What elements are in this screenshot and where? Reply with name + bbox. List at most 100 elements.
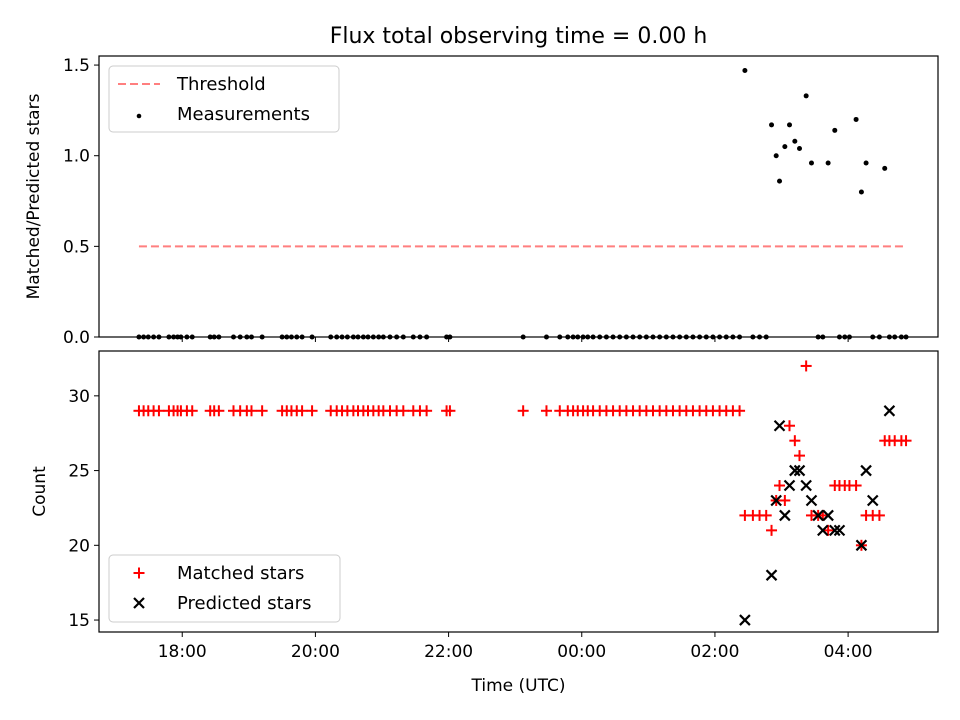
count-legend-box — [108, 554, 341, 623]
measurement-point — [853, 116, 859, 122]
matched-star-point — [760, 509, 772, 521]
predicted-star-point — [812, 509, 824, 522]
measurement-point — [803, 93, 809, 99]
legend-predicted-marker — [133, 597, 145, 609]
matched-star-point — [256, 405, 268, 417]
predicted-star-point — [883, 405, 896, 417]
x-tick-label: 20:00 — [291, 642, 340, 662]
matched-star-point — [734, 405, 746, 417]
legend-measurements-swatch — [136, 113, 142, 119]
matched-star-point — [306, 405, 318, 417]
x-tick-label: 02:00 — [690, 642, 739, 662]
predicted-star-point — [817, 524, 829, 537]
count-x-ticks: 18:00 20:00 22:00 00:00 02:00 04:00 — [158, 632, 873, 662]
measurement-point — [808, 160, 814, 166]
measurement-point — [777, 178, 783, 184]
matched-star-point — [296, 405, 308, 417]
matched-star-point — [873, 509, 885, 521]
matched-star-point — [850, 480, 862, 492]
predicted-star-point — [783, 479, 796, 492]
ratio-x-ticks — [181, 337, 849, 342]
x-tick-label: 04:00 — [824, 642, 873, 662]
measurement-point — [858, 189, 864, 195]
matched-star-point — [784, 420, 796, 432]
legend-matched-label: Matched stars — [177, 563, 304, 584]
ratio-y-ticks: 0.0 0.5 1.0 1.5 — [63, 56, 99, 348]
matched-star-point — [397, 405, 409, 417]
count-y-ticks: 15 20 25 30 — [68, 387, 99, 631]
measurement-point — [882, 165, 888, 171]
matched-star-point — [186, 405, 198, 417]
measurement-point — [742, 68, 748, 74]
y-tick-label: 1.0 — [63, 147, 90, 167]
y-tick-label: 0.5 — [63, 237, 90, 257]
ratio-legend-box — [108, 65, 340, 133]
matched-star-point — [444, 405, 456, 417]
predicted-star-point — [765, 569, 778, 581]
predicted-star-point — [779, 509, 791, 522]
predicted-star-point — [855, 539, 868, 552]
predicted-star-point — [860, 464, 872, 477]
ratio-axes: Flux total observing time = 0.00 h 0.00.… — [24, 24, 939, 348]
matched-star-point — [800, 360, 812, 372]
predicted-star-point — [805, 494, 818, 507]
matched-star-point — [822, 524, 834, 536]
matched-star-point — [153, 405, 165, 417]
y-tick-label: 25 — [68, 462, 90, 482]
y-tick-label: 1.5 — [63, 56, 90, 76]
predicted-star-point — [829, 524, 841, 537]
measurement-point — [769, 122, 775, 128]
legend-predicted-label: Predicted stars — [177, 593, 311, 614]
measurement-point — [825, 160, 831, 166]
matched-star-point — [421, 405, 433, 417]
measurement-point — [796, 145, 802, 151]
x-tick-label: 00:00 — [557, 642, 606, 662]
matched-star-point — [766, 524, 778, 536]
count-y-axis-label: Count — [30, 466, 50, 517]
measurement-point — [832, 127, 838, 133]
legend-threshold-label: Threshold — [176, 74, 266, 95]
matched-star-point — [793, 450, 805, 462]
x-tick-label: 22:00 — [424, 642, 473, 662]
matched-star-point — [517, 405, 529, 417]
measurement-point — [787, 122, 793, 128]
count-plot-marks — [133, 360, 912, 626]
y-tick-label: 15 — [68, 611, 90, 631]
measurement-point — [792, 138, 798, 144]
y-tick-label: 20 — [68, 536, 90, 556]
measurement-point — [773, 153, 779, 159]
matched-star-point — [779, 494, 791, 506]
ratio-legend: Threshold Measurements — [108, 65, 340, 133]
y-tick-label: 0.0 — [63, 328, 90, 348]
measurement-point — [863, 160, 869, 166]
predicted-star-point — [866, 494, 879, 507]
measurement-point — [782, 144, 788, 150]
ratio-y-axis-label: Matched/Predicted stars — [24, 93, 44, 299]
predicted-star-point — [800, 479, 812, 492]
legend-matched-swatch — [133, 567, 145, 579]
matched-star-point — [213, 405, 225, 417]
count-legend: Matched stars Predicted stars — [108, 554, 341, 623]
y-tick-label: 30 — [68, 387, 90, 407]
predicted-star-point — [773, 419, 786, 432]
legend-matched-marker — [133, 567, 145, 579]
chart-title: Flux total observing time = 0.00 h — [330, 24, 708, 49]
predicted-star-point — [770, 494, 782, 507]
matched-star-point — [540, 405, 552, 417]
predicted-star-point — [793, 464, 806, 477]
matched-star-point — [900, 435, 912, 447]
predicted-star-point — [739, 614, 751, 626]
matched-star-point — [245, 405, 257, 417]
count-axes-frame — [98, 350, 939, 633]
x-axis-label: Time (UTC) — [471, 676, 566, 696]
predicted-star-point — [822, 509, 834, 522]
x-tick-label: 18:00 — [158, 642, 207, 662]
ratio-axes-frame — [98, 55, 939, 338]
legend-predicted-swatch — [133, 597, 145, 609]
legend-measurements-label: Measurements — [177, 104, 310, 125]
predicted-star-point — [833, 524, 846, 537]
predicted-star-point — [789, 464, 801, 477]
matched-star-point — [774, 480, 786, 492]
